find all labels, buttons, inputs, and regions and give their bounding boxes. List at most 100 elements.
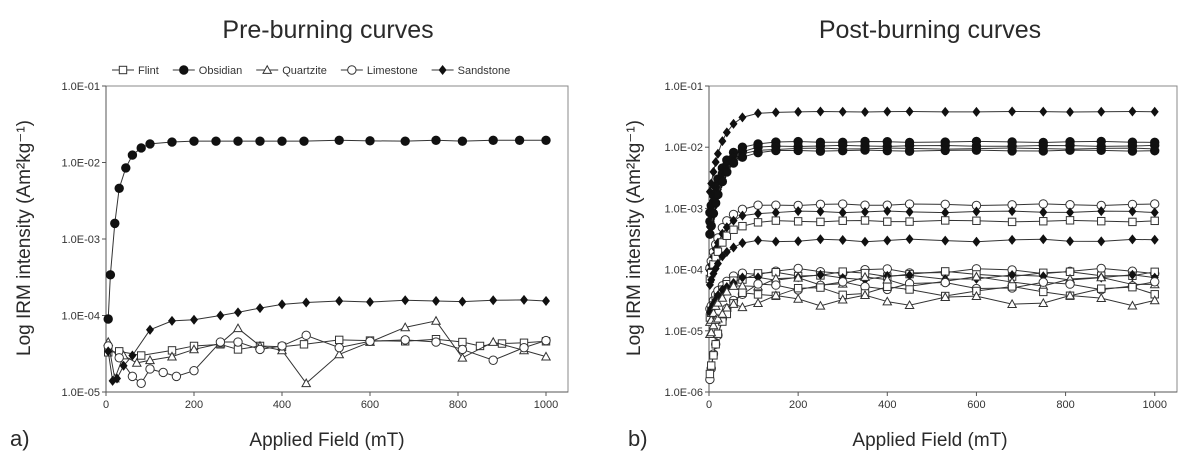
post-series-9-point (972, 236, 981, 247)
series-obsidian-point (103, 314, 113, 324)
series-sandstone-point (541, 295, 551, 306)
post-series-8-point (838, 216, 847, 225)
post-series-9-point (794, 236, 803, 247)
post-series-15-point (709, 351, 718, 360)
post-series-1-point (1097, 106, 1106, 117)
legend-marker (438, 64, 447, 76)
post-series-16-point (837, 294, 848, 304)
post-series-8-point (771, 216, 781, 225)
panel-b-axes: 1.0E-06 1.0E-05 1.0E-04 1.0E-03 1.0E-02 1.0E-… (664, 81, 1177, 411)
post-series-1-point (722, 127, 731, 138)
post-series-10-point (1096, 263, 1106, 274)
legend-marker (118, 65, 128, 75)
post-series-6-point (940, 199, 950, 210)
panel-a-x-tick-label: 0 (103, 399, 109, 411)
series-quartzite-point (144, 355, 156, 365)
post-series-15-point (705, 369, 715, 379)
post-series-5-point (771, 145, 781, 156)
post-series-8-point (722, 231, 732, 240)
post-series-15-point (1097, 284, 1106, 293)
series-sandstone-point (255, 303, 265, 314)
post-series-1-point (1066, 106, 1075, 117)
post-series-5-point (1150, 146, 1160, 156)
post-series-9-point (713, 258, 722, 269)
series-obsidian-point (167, 137, 177, 147)
panel-a: Pre-burning curves Flint Obsidian Quartzit… (10, 16, 569, 451)
post-series-8-point (738, 221, 747, 231)
post-series-16-point (706, 327, 717, 337)
panel-b-x-tick-label: 200 (789, 399, 807, 411)
post-series-16-point (971, 290, 982, 300)
series-sandstone-point (302, 297, 311, 308)
post-series-7-point (816, 206, 825, 217)
panel-b-x-tick-label: 0 (706, 399, 712, 411)
series-obsidian-point (255, 136, 265, 146)
series-limestone-point (171, 371, 182, 382)
post-series-15-point (816, 283, 825, 292)
post-series-8-point (972, 216, 981, 225)
post-series-9 (705, 234, 1159, 290)
series-sandstone-point (401, 295, 410, 306)
series-quartzite-point (488, 336, 499, 346)
series-obsidian (103, 135, 551, 324)
series-limestone-point (136, 378, 146, 388)
post-series-8-point (816, 217, 825, 227)
post-series-1-point (794, 106, 803, 117)
legend-entry-sandstone: Sandstone (431, 64, 511, 77)
series-sandstone-point (104, 346, 113, 357)
series-limestone-point (189, 365, 199, 376)
panel-a-axes: 1.0E-05 1.0E-04 1.0E-03 1.0E-02 1.0E-01 0 200 4… (61, 81, 568, 411)
post-series-16-point (904, 299, 915, 310)
post-series-7-point (1128, 206, 1137, 217)
post-series-15-point (883, 282, 892, 291)
post-series-16-point (859, 289, 871, 299)
post-series-1-point (718, 136, 727, 147)
legend-marker (262, 64, 273, 74)
post-series-6-point (1150, 199, 1160, 209)
post-series-7-point (838, 207, 847, 218)
post-series-7-point (794, 206, 803, 217)
post-series-7-point (941, 207, 950, 218)
post-series-16-point (940, 291, 951, 302)
series-limestone-point (127, 371, 138, 382)
post-series-9-point (754, 235, 763, 246)
series-flint-point (458, 337, 467, 347)
panel-a-letter: a) (10, 426, 30, 451)
panel-b-x-tick-label: 1000 (1142, 399, 1166, 411)
series-limestone-point (457, 344, 468, 355)
post-series-1-point (860, 106, 870, 117)
series-limestone-point (301, 330, 311, 341)
series-obsidian-point (400, 136, 410, 146)
panel-a-title: Pre-burning curves (222, 16, 433, 44)
panel-b-xlabel: Applied Field (mT) (852, 430, 1007, 451)
post-series-1-point (711, 157, 720, 168)
post-series-8-point (941, 216, 950, 225)
post-series-13-point (708, 307, 719, 317)
post-series-16-line (709, 294, 1155, 335)
legend-label: Sandstone (458, 65, 511, 77)
panel-a-y-tick-label: 1.0E-02 (61, 158, 100, 170)
series-quartzite-point (334, 349, 345, 359)
post-series-16-point (752, 297, 764, 307)
series-limestone-point (365, 336, 375, 346)
post-series-1-point (729, 118, 738, 129)
post-series-5 (705, 145, 1160, 239)
series-obsidian-point (431, 135, 441, 146)
post-series-7-point (1097, 206, 1106, 217)
post-series-5-point (1065, 145, 1075, 155)
post-series-14-point (838, 277, 848, 287)
post-series-15-point (711, 340, 720, 349)
post-series-8-point (1128, 217, 1137, 227)
series-obsidian-point (189, 136, 199, 146)
panel-b-y-tick-label: 1.0E-02 (664, 142, 703, 154)
post-series-11-point (941, 267, 950, 276)
series-limestone-point (114, 353, 124, 363)
post-series-14-point (1038, 277, 1048, 287)
legend-label: Obsidian (199, 65, 242, 77)
post-series-7-point (754, 208, 763, 219)
post-series-9-point (1150, 234, 1159, 245)
post-series-7-point (722, 222, 731, 233)
post-series-8-point (713, 247, 723, 256)
legend-marker (347, 65, 357, 75)
